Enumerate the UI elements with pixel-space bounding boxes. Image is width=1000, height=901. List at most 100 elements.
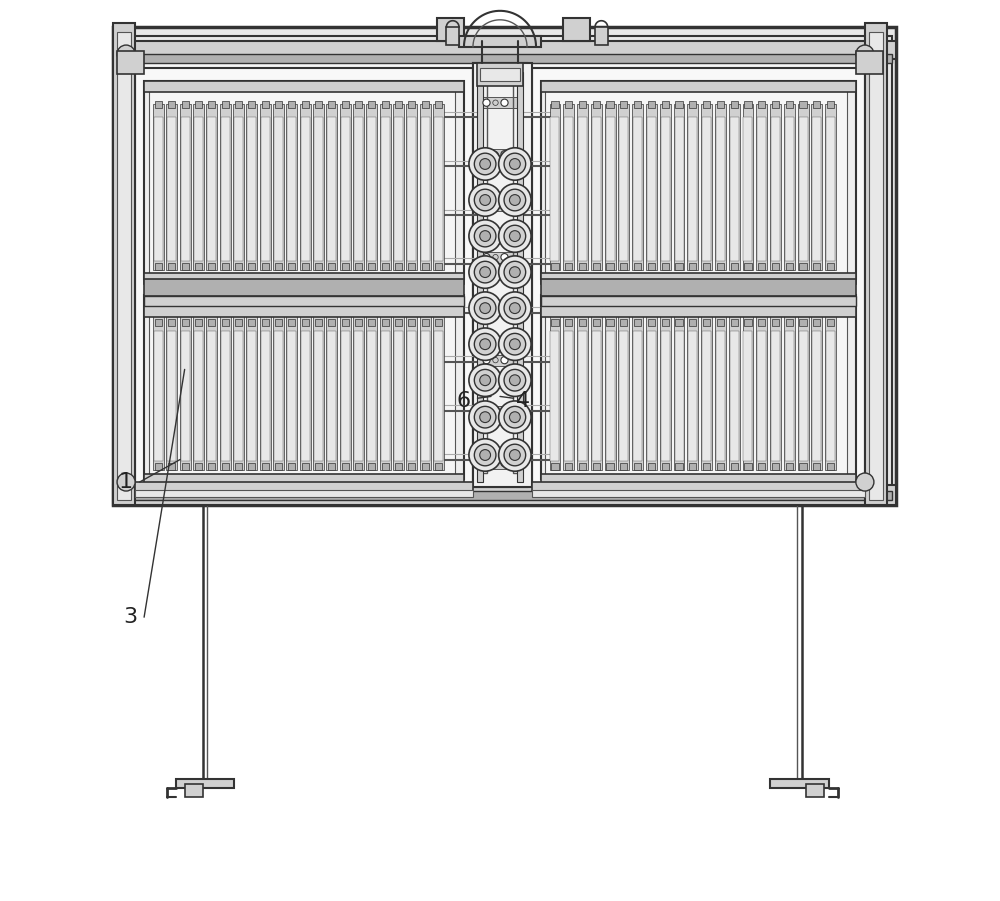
Bar xyxy=(366,104,377,270)
Bar xyxy=(246,315,257,470)
Circle shape xyxy=(474,153,496,175)
Bar xyxy=(619,117,628,261)
Bar xyxy=(826,117,835,261)
Bar xyxy=(408,101,415,108)
Bar xyxy=(407,117,416,261)
Bar xyxy=(620,263,627,270)
Bar xyxy=(273,104,284,270)
Bar xyxy=(758,319,765,326)
Circle shape xyxy=(474,225,496,247)
Bar xyxy=(433,104,444,270)
Bar xyxy=(757,331,766,461)
Bar xyxy=(407,331,416,461)
Bar xyxy=(367,117,376,261)
Bar xyxy=(541,279,856,296)
Circle shape xyxy=(504,297,526,319)
Bar xyxy=(661,117,670,261)
Bar xyxy=(302,101,309,108)
Bar xyxy=(288,101,295,108)
Bar xyxy=(135,482,473,491)
Bar xyxy=(541,295,856,479)
Bar xyxy=(758,463,765,470)
Text: 1: 1 xyxy=(119,472,133,492)
Bar xyxy=(435,101,442,108)
Bar xyxy=(208,463,215,470)
Bar xyxy=(799,463,807,470)
Bar xyxy=(421,117,430,261)
Bar xyxy=(435,463,442,470)
Bar xyxy=(687,104,698,270)
Bar xyxy=(577,104,588,270)
Bar xyxy=(541,273,856,284)
Bar xyxy=(422,263,429,270)
Bar xyxy=(247,331,256,461)
Bar xyxy=(144,279,464,296)
Bar xyxy=(353,104,364,270)
Circle shape xyxy=(474,406,496,428)
Bar xyxy=(222,101,229,108)
Bar xyxy=(422,101,429,108)
Bar xyxy=(195,463,202,470)
Circle shape xyxy=(499,220,531,252)
Bar xyxy=(182,463,189,470)
Bar xyxy=(717,319,724,326)
Bar xyxy=(262,101,269,108)
Circle shape xyxy=(469,401,501,433)
Bar xyxy=(166,315,177,470)
Circle shape xyxy=(509,412,520,423)
Bar xyxy=(785,117,794,261)
Circle shape xyxy=(504,225,526,247)
Bar xyxy=(433,315,444,470)
Bar xyxy=(743,117,752,261)
Bar xyxy=(717,101,724,108)
Bar xyxy=(300,315,311,470)
Bar xyxy=(342,319,349,326)
Bar xyxy=(154,117,163,261)
Circle shape xyxy=(493,100,498,105)
Bar xyxy=(480,200,520,211)
Circle shape xyxy=(509,195,520,205)
Bar xyxy=(786,263,793,270)
Bar xyxy=(541,474,856,485)
Bar xyxy=(786,319,793,326)
Bar xyxy=(743,104,753,270)
Bar xyxy=(155,101,162,108)
Bar xyxy=(674,315,684,470)
Bar xyxy=(480,68,520,81)
Circle shape xyxy=(499,184,531,216)
Bar xyxy=(812,331,821,461)
Bar xyxy=(273,315,284,470)
Bar xyxy=(563,315,574,470)
Bar xyxy=(395,463,402,470)
Bar xyxy=(380,315,391,470)
Bar xyxy=(731,319,738,326)
Bar xyxy=(135,490,473,497)
Bar xyxy=(729,104,740,270)
Bar xyxy=(798,315,809,470)
Bar xyxy=(342,101,349,108)
Bar xyxy=(605,104,616,270)
Bar xyxy=(806,784,824,797)
Bar xyxy=(144,273,464,284)
Bar xyxy=(689,101,696,108)
Bar xyxy=(743,331,752,461)
Circle shape xyxy=(474,189,496,211)
Bar xyxy=(149,90,455,275)
Bar xyxy=(149,304,455,475)
Bar xyxy=(247,117,256,261)
Bar xyxy=(222,319,229,326)
Bar xyxy=(126,45,883,491)
Bar xyxy=(770,315,781,470)
Bar xyxy=(153,315,164,470)
Bar xyxy=(813,101,820,108)
Bar xyxy=(550,104,560,270)
Bar xyxy=(689,319,696,326)
Bar xyxy=(395,101,402,108)
Bar xyxy=(275,463,282,470)
Bar xyxy=(620,463,627,470)
Circle shape xyxy=(480,375,491,386)
Bar xyxy=(248,101,255,108)
Bar xyxy=(799,117,808,261)
Bar xyxy=(541,306,856,317)
Bar xyxy=(135,68,473,487)
